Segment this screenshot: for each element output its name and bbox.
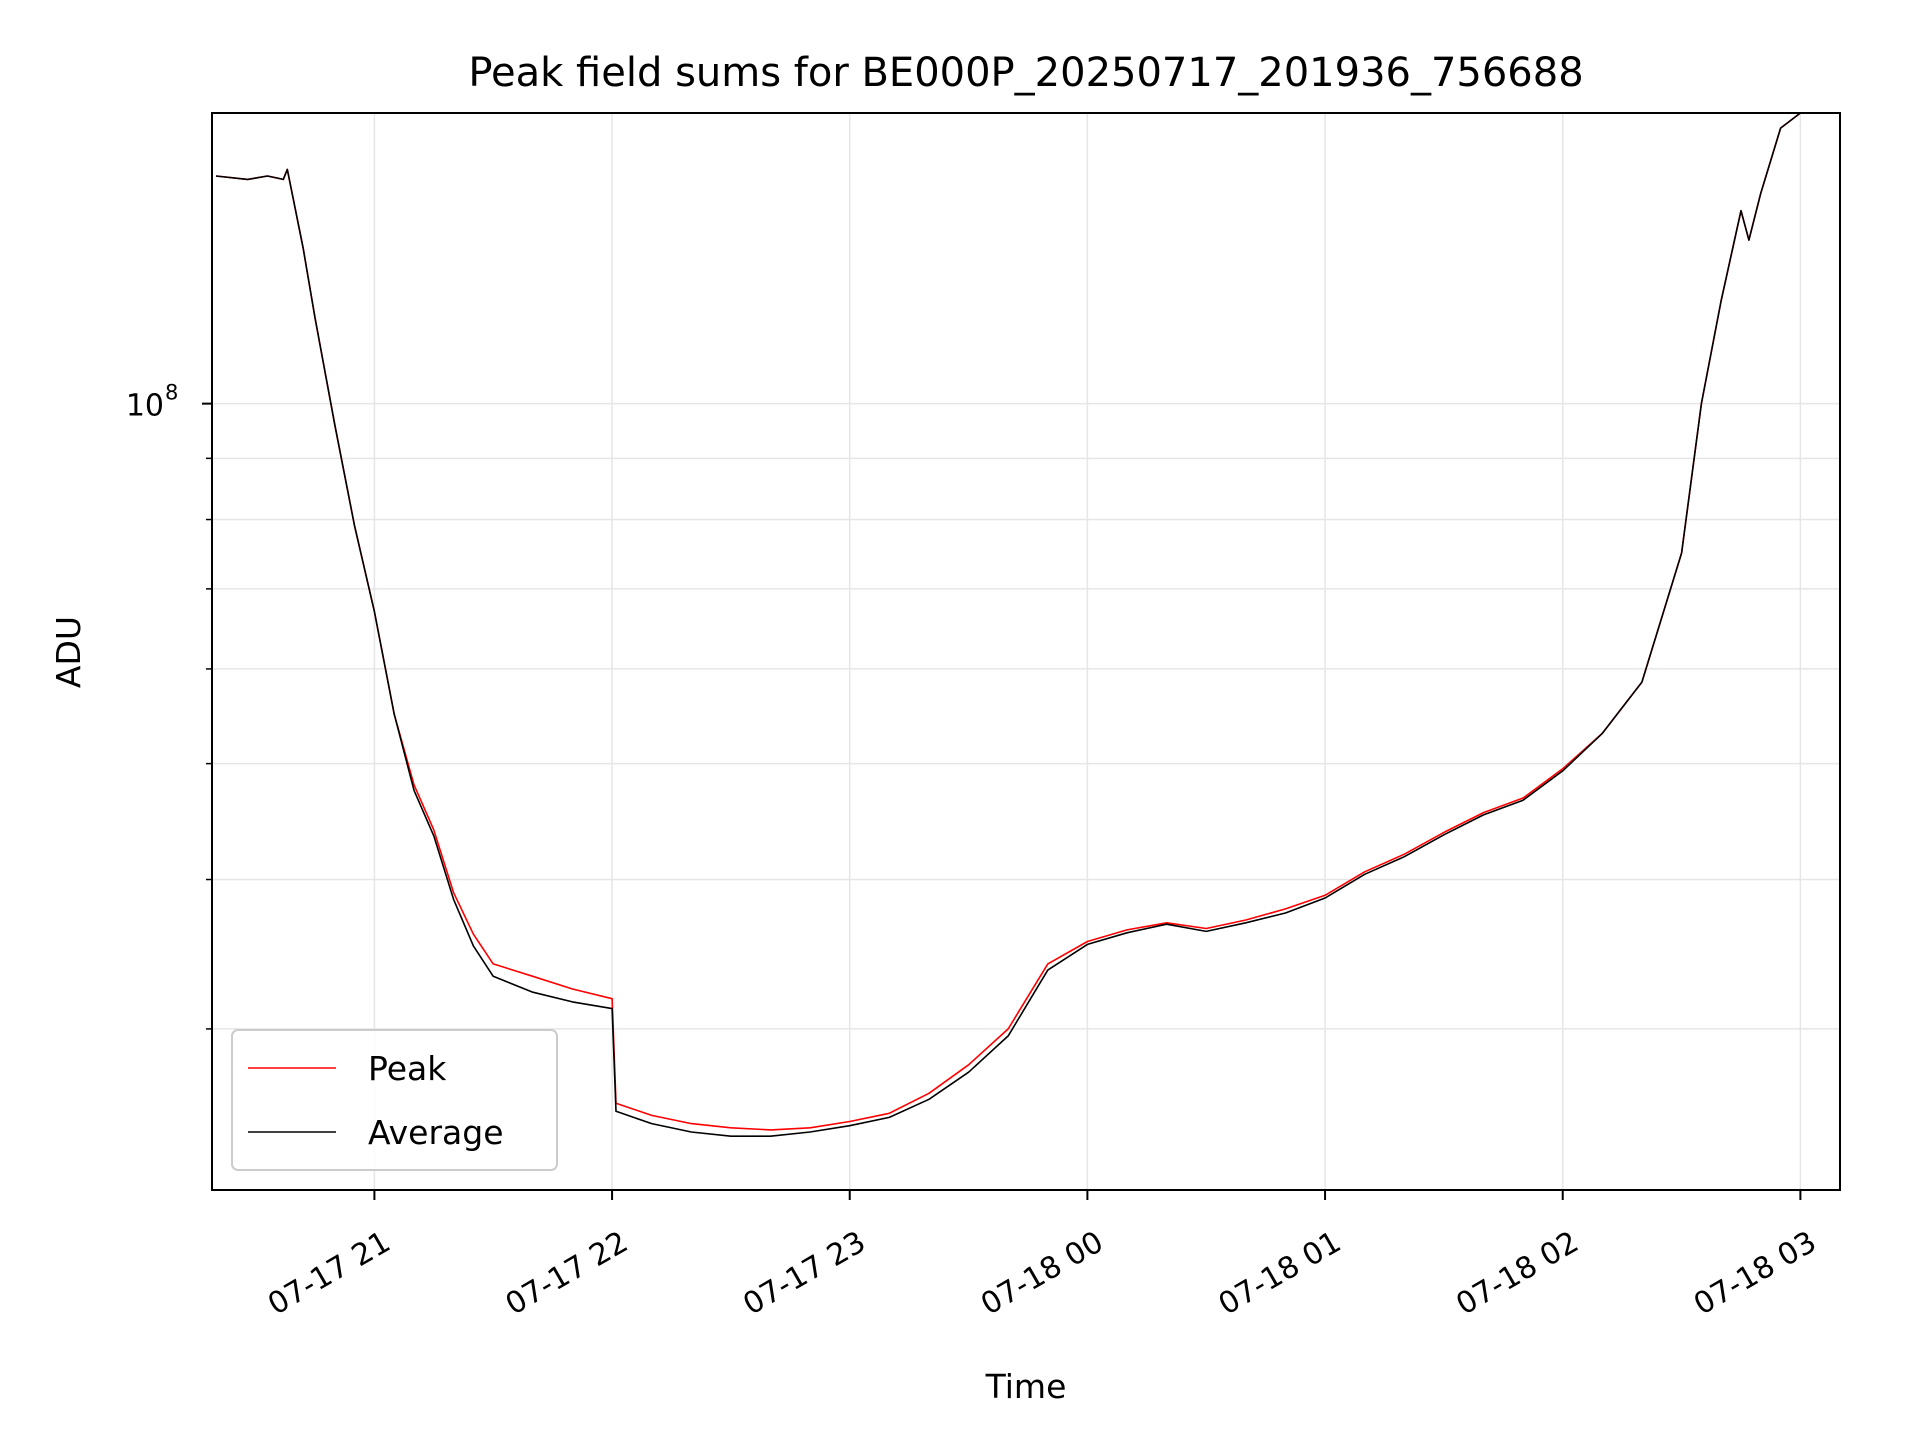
x-tick-label: 07-18 02: [1450, 1225, 1584, 1323]
chart-title: Peak field sums for BE000P_20250717_2019…: [468, 50, 1583, 96]
y-tick-label: 10 8: [126, 381, 179, 424]
x-axis-label: Time: [985, 1367, 1067, 1406]
legend: Peak Average: [231, 1029, 558, 1171]
legend-box: [231, 1029, 558, 1171]
y-tick-exponent: 8: [165, 381, 178, 405]
series-line-average: [215, 112, 1801, 1137]
x-tick-label: 07-17 21: [262, 1225, 396, 1323]
y-tick-base: 10: [126, 389, 164, 424]
grid: [212, 113, 1840, 1190]
legend-label-average: Average: [368, 1113, 504, 1152]
x-tick-label: 07-18 01: [1213, 1225, 1347, 1323]
y-axis-label: ADU: [49, 616, 88, 688]
x-tick-label: 07-18 00: [975, 1225, 1109, 1323]
series-layer: [215, 112, 1801, 1137]
plot-frame: [211, 112, 1841, 1191]
legend-label-peak: Peak: [368, 1049, 447, 1088]
x-tick-label: 07-17 23: [737, 1225, 871, 1323]
x-tick-label: 07-18 03: [1688, 1225, 1822, 1323]
x-tick-label: 07-17 22: [500, 1225, 634, 1323]
